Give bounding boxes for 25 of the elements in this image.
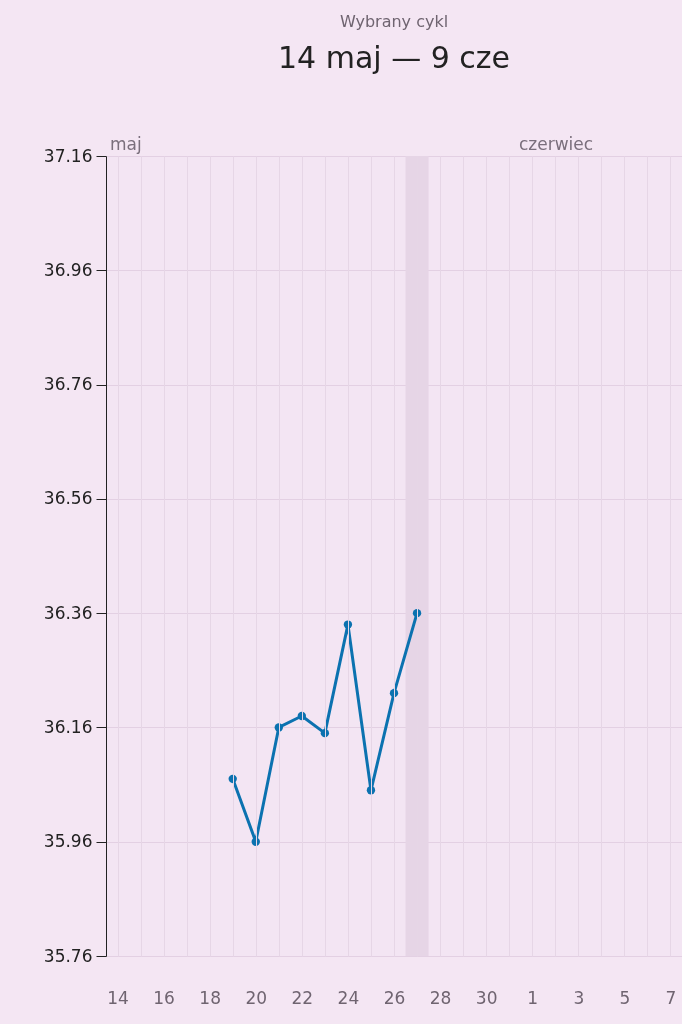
chart-title: 14 maj — 9 cze	[277, 40, 511, 75]
y-tick-label: 36.76	[43, 374, 93, 395]
y-tick-label: 36.96	[43, 259, 93, 280]
y-tick-label: 36.36	[43, 602, 93, 623]
x-tick-label: 30	[475, 987, 498, 1008]
x-tick-label: 24	[337, 987, 360, 1008]
x-tick-label: 5	[619, 987, 631, 1008]
x-tick-label: 28	[429, 987, 452, 1008]
x-tick-label: 3	[573, 987, 585, 1008]
x-tick-label: 26	[383, 987, 406, 1008]
chart-subtitle: Wybrany cykl	[339, 12, 449, 31]
y-tick-label: 36.56	[43, 488, 93, 509]
text: maj	[110, 134, 142, 154]
x-tick-label: 14	[107, 987, 129, 1008]
x-tick-label: 1	[527, 987, 539, 1008]
y-tick-label: 37.16	[43, 145, 93, 166]
y-tick-label: 35.76	[43, 945, 93, 966]
x-tick-label: 16	[153, 987, 175, 1008]
x-tick-label: 7	[665, 987, 677, 1008]
y-tick-label: 35.96	[43, 831, 93, 852]
text: czerwiec	[519, 134, 594, 154]
x-tick-label: 22	[291, 987, 314, 1008]
x-tick-label: 18	[199, 987, 221, 1008]
x-tick-label: 20	[245, 987, 268, 1008]
y-tick-label: 36.16	[43, 716, 93, 737]
